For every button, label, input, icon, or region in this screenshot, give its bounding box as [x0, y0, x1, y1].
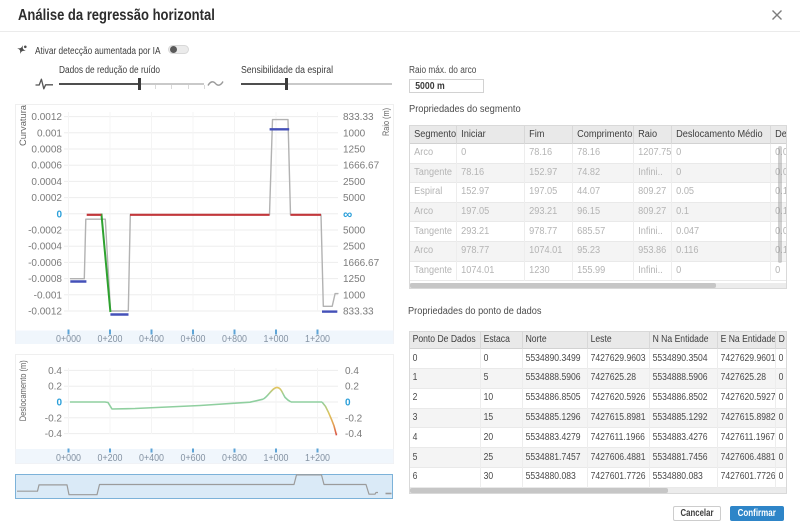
- svg-text:833.33: 833.33: [343, 112, 374, 123]
- svg-text:0+800: 0+800: [222, 334, 247, 344]
- svg-text:5000: 5000: [343, 193, 366, 204]
- svg-text:0+200: 0+200: [98, 453, 123, 464]
- svg-text:Raio (m): Raio (m): [381, 108, 392, 136]
- svg-text:-0.2: -0.2: [45, 413, 63, 424]
- svg-text:0.4: 0.4: [345, 366, 359, 377]
- svg-text:0+600: 0+600: [181, 334, 206, 344]
- svg-text:1250: 1250: [343, 145, 366, 156]
- svg-text:0.0002: 0.0002: [31, 193, 62, 204]
- svg-text:1+200: 1+200: [305, 334, 330, 344]
- svg-text:0+600: 0+600: [181, 453, 206, 464]
- svg-text:0.0012: 0.0012: [31, 112, 62, 123]
- svg-text:2500: 2500: [343, 242, 366, 253]
- svg-text:0.0006: 0.0006: [31, 161, 62, 172]
- svg-text:1+200: 1+200: [305, 453, 330, 464]
- svg-text:0.4: 0.4: [48, 366, 62, 377]
- svg-text:1000: 1000: [343, 128, 366, 139]
- svg-text:-0.0006: -0.0006: [28, 258, 62, 269]
- svg-text:0+400: 0+400: [139, 334, 164, 344]
- svg-text:2500: 2500: [343, 177, 366, 188]
- svg-text:1666.67: 1666.67: [343, 258, 380, 269]
- svg-text:-0.0012: -0.0012: [28, 307, 62, 318]
- svg-text:5000: 5000: [343, 226, 366, 237]
- svg-text:0: 0: [56, 209, 62, 220]
- svg-text:0.0004: 0.0004: [31, 177, 62, 188]
- svg-text:∞: ∞: [343, 206, 352, 221]
- svg-text:0: 0: [56, 398, 62, 409]
- svg-text:-0.0004: -0.0004: [28, 242, 62, 253]
- svg-text:0+200: 0+200: [98, 334, 123, 344]
- svg-text:-0.0008: -0.0008: [28, 274, 62, 285]
- svg-text:0+800: 0+800: [222, 453, 247, 464]
- svg-text:833.33: 833.33: [343, 307, 374, 318]
- svg-text:0+000: 0+000: [56, 453, 81, 464]
- svg-text:0: 0: [345, 398, 351, 409]
- svg-text:-0.4: -0.4: [345, 429, 363, 440]
- svg-text:Curvatura: Curvatura: [18, 104, 29, 146]
- svg-text:0.0008: 0.0008: [31, 145, 62, 156]
- svg-text:0+400: 0+400: [139, 453, 164, 464]
- svg-text:1666.67: 1666.67: [343, 161, 380, 172]
- svg-text:0+000: 0+000: [56, 334, 81, 344]
- svg-text:-0.001: -0.001: [34, 290, 63, 301]
- svg-text:0.2: 0.2: [345, 382, 359, 393]
- svg-text:Deslocamento (m): Deslocamento (m): [18, 360, 29, 421]
- svg-text:-0.4: -0.4: [45, 429, 63, 440]
- svg-text:0.001: 0.001: [37, 128, 62, 139]
- svg-text:1000: 1000: [343, 290, 366, 301]
- svg-text:1250: 1250: [343, 274, 366, 285]
- svg-text:0.2: 0.2: [48, 382, 62, 393]
- svg-text:-0.2: -0.2: [345, 413, 363, 424]
- svg-text:1+000: 1+000: [264, 334, 289, 344]
- svg-text:1+000: 1+000: [264, 453, 289, 464]
- svg-text:-0.0002: -0.0002: [28, 226, 62, 237]
